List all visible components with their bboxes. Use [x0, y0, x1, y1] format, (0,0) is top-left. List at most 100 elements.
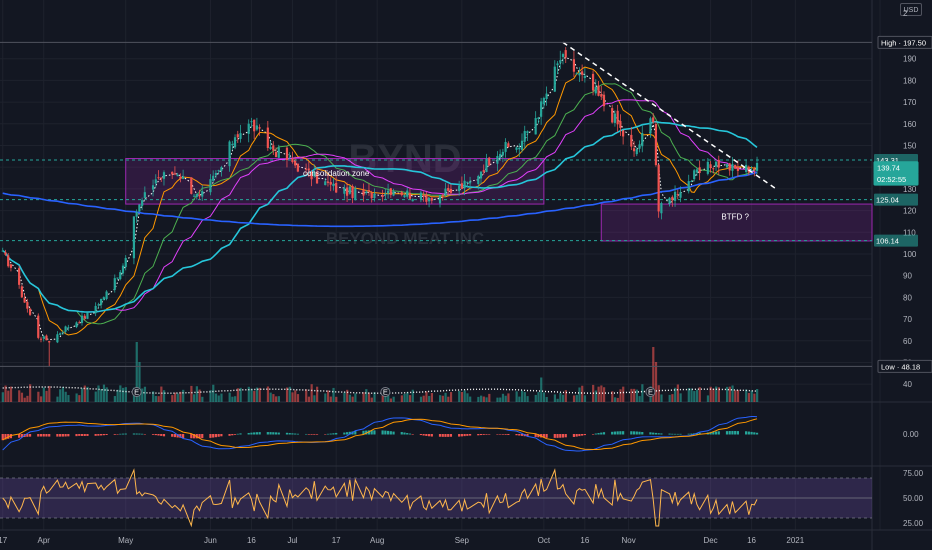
- macd-histogram-bar: [479, 434, 483, 436]
- candle-body: [731, 164, 734, 171]
- volume-bar: [247, 386, 250, 402]
- volume-bar: [324, 393, 327, 402]
- candle-body: [272, 145, 275, 151]
- volume-bar: [9, 386, 13, 402]
- candle-body: [274, 151, 278, 158]
- macd-histogram-bar: [736, 431, 740, 435]
- time-tick-label: Dec: [703, 536, 717, 545]
- candle-body: [64, 326, 67, 332]
- volume-bar: [343, 392, 346, 402]
- macd-histogram-bar: [365, 430, 368, 435]
- volume-bar: [250, 388, 253, 402]
- volume-bar: [652, 347, 655, 402]
- macd-histogram-bar: [447, 434, 450, 437]
- candle-body: [736, 166, 740, 171]
- price-axis[interactable]: 4050607080901001101201301401501601701801…: [0, 9, 932, 389]
- candle-body: [135, 212, 138, 217]
- macd-histogram-bar: [94, 434, 97, 436]
- macd-histogram-bar: [583, 434, 586, 436]
- candle-body: [239, 133, 242, 139]
- time-tick-label: Aug: [370, 536, 384, 545]
- volume-bar: [411, 389, 414, 402]
- candle-body: [294, 161, 297, 166]
- macd-histogram-bar: [138, 433, 141, 435]
- macd-histogram-bar: [581, 434, 584, 436]
- volume-bar: [715, 386, 718, 402]
- macd-histogram-bar: [657, 433, 660, 435]
- volume-bar: [335, 396, 338, 402]
- volume-bar: [611, 391, 614, 402]
- volume-bar: [56, 396, 59, 402]
- candle-body: [18, 268, 21, 285]
- macd-histogram-bar: [173, 434, 177, 438]
- candle-body: [384, 193, 387, 196]
- macd-histogram-bar: [717, 431, 720, 435]
- macd-histogram-bar: [272, 432, 275, 435]
- candle-body: [632, 148, 636, 152]
- time-tick-label: Sep: [455, 536, 470, 545]
- time-axis[interactable]: 17 Apr May Jun 16 Jul 17 Aug Sep Oct 16 Nov Dec 16 202…: [0, 536, 805, 545]
- macd-histogram-bar: [315, 434, 319, 435]
- candle-body: [151, 185, 155, 190]
- annotation-label: BTFD ?: [721, 212, 749, 221]
- macd-histogram-bar: [266, 432, 269, 435]
- candle-body: [176, 174, 179, 177]
- macd-histogram-bar: [400, 432, 403, 435]
- volume-bar: [18, 390, 21, 402]
- candle-body: [600, 94, 603, 97]
- volume-bar: [545, 396, 548, 402]
- earnings-icon-label: E: [134, 388, 139, 397]
- volume-bar: [121, 387, 125, 402]
- price-tick-label: 90: [903, 272, 912, 281]
- candle-body: [695, 169, 699, 173]
- volume-bar: [542, 392, 546, 402]
- time-tick-label: Apr: [38, 536, 51, 545]
- level-price-badge-text: 125.04: [876, 196, 899, 205]
- volume-bar: [485, 397, 488, 402]
- candle-body: [403, 195, 406, 198]
- macd-histogram-bar: [485, 434, 488, 435]
- macd-histogram-bar: [597, 433, 600, 435]
- candle-body: [441, 194, 444, 196]
- volume-bar: [195, 386, 198, 402]
- macd-histogram-bar: [313, 434, 316, 435]
- volume-bar: [515, 391, 518, 402]
- volume-bar: [638, 396, 641, 402]
- candle-body: [619, 121, 622, 128]
- macd-histogram-bar: [649, 432, 652, 435]
- candle-body: [201, 191, 204, 197]
- volume-bar: [488, 393, 491, 402]
- candle-body: [581, 71, 584, 75]
- macd-histogram-bar: [556, 434, 559, 438]
- volume-bar: [594, 390, 597, 402]
- candle-body: [179, 176, 182, 179]
- candle-body: [39, 338, 43, 340]
- macd-histogram-bar: [329, 433, 332, 435]
- volume-bar: [105, 387, 108, 402]
- candle-body: [157, 177, 160, 179]
- macd-histogram-bar: [119, 433, 122, 435]
- macd-histogram-bar: [534, 434, 537, 437]
- candle-body: [427, 197, 431, 202]
- candle-body: [460, 183, 463, 189]
- volume-bar: [460, 391, 464, 402]
- candle-body: [660, 203, 663, 214]
- volume-bar: [687, 388, 690, 402]
- candle-body: [753, 169, 756, 171]
- macd-histogram-bar: [151, 434, 155, 435]
- price-tick-label: 150: [903, 141, 917, 150]
- candle-body: [100, 298, 103, 305]
- candle-body: [400, 192, 403, 196]
- currency-selector[interactable]: USD: [900, 3, 922, 16]
- candle-body: [507, 143, 510, 148]
- volume-ma-line: [2, 386, 758, 394]
- volume-bar: [346, 389, 349, 402]
- levels-layer: [0, 159, 872, 242]
- volume-bar: [575, 395, 578, 402]
- macd-histogram-bar: [37, 434, 40, 437]
- price-badge: [877, 35, 932, 49]
- macd-histogram-bar: [157, 434, 160, 436]
- macd-histogram-bar: [367, 430, 371, 435]
- macd-histogram-bar: [121, 433, 125, 435]
